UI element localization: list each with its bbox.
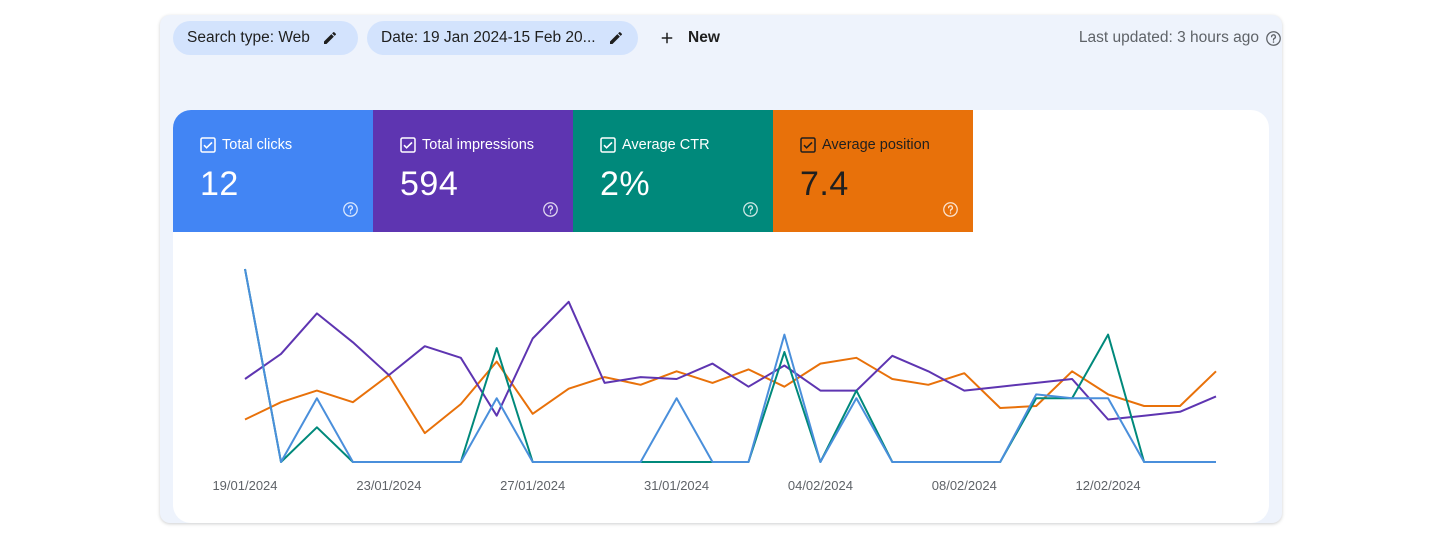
date-filter-chip[interactable]: Date: 19 Jan 2024-15 Feb 20... — [367, 21, 638, 55]
chart-series-layer — [244, 268, 1217, 463]
pencil-icon[interactable] — [322, 30, 338, 46]
help-icon[interactable] — [1265, 30, 1282, 47]
metric-value: 12 — [200, 165, 239, 203]
metric-total-impressions[interactable]: Total impressions 594 — [373, 110, 573, 232]
checkbox-checked-icon[interactable] — [200, 137, 216, 153]
metric-label: Total clicks — [222, 137, 293, 153]
search-type-filter-chip[interactable]: Search type: Web — [173, 21, 358, 55]
metric-label: Total impressions — [422, 137, 535, 153]
new-filter-label: New — [688, 29, 720, 46]
x-tick-label: 08/02/2024 — [932, 478, 997, 493]
plus-icon — [658, 29, 676, 47]
help-icon[interactable] — [742, 201, 759, 218]
help-icon[interactable] — [342, 201, 359, 218]
performance-chart-card: Total clicks 12 Total impressions 594 — [173, 110, 1269, 523]
x-tick-label: 19/01/2024 — [212, 478, 277, 493]
x-tick-label: 23/01/2024 — [356, 478, 421, 493]
series-line-average-position[interactable] — [244, 356, 1217, 435]
new-filter-button[interactable]: New — [658, 21, 720, 55]
metric-value: 2% — [600, 165, 651, 203]
x-tick-label: 04/02/2024 — [788, 478, 853, 493]
last-updated-text: Last updated: 3 hours ago — [1078, 29, 1259, 46]
checkbox-checked-icon[interactable] — [800, 137, 816, 153]
metric-average-position[interactable]: Average position 7.4 — [773, 110, 973, 232]
series-line-average-ctr[interactable] — [244, 268, 1216, 463]
date-filter-label: Date: 19 Jan 2024-15 Feb 20... — [381, 29, 596, 46]
metric-value: 594 — [400, 165, 459, 203]
chart-x-ticks: 19/01/2024 23/01/2024 27/01/2024 31/01/2024… — [212, 478, 1140, 493]
last-updated-status: Last updated: 3 hours ago — [1079, 21, 1282, 55]
x-tick-label: 27/01/2024 — [500, 478, 565, 493]
series-line-total-clicks[interactable] — [244, 268, 1216, 463]
search-type-filter-label: Search type: Web — [187, 29, 310, 46]
metric-label: Average CTR — [622, 137, 710, 153]
metric-average-ctr[interactable]: Average CTR 2% — [573, 110, 773, 232]
pencil-icon[interactable] — [608, 30, 624, 46]
series-line-total-impressions[interactable] — [244, 300, 1217, 421]
help-icon[interactable] — [942, 201, 959, 218]
help-icon[interactable] — [542, 201, 559, 218]
checkbox-checked-icon[interactable] — [600, 137, 616, 153]
x-tick-label: 31/01/2024 — [644, 478, 709, 493]
performance-panel: Search type: Web Date: 19 Jan 2024-15 Fe… — [160, 15, 1282, 523]
checkbox-checked-icon[interactable] — [400, 137, 416, 153]
performance-line-chart[interactable]: 19/01/2024 23/01/2024 27/01/2024 31/01/2024… — [173, 110, 1269, 523]
metric-value: 7.4 — [800, 165, 849, 203]
x-tick-label: 12/02/2024 — [1076, 478, 1141, 493]
metric-label: Average position — [822, 137, 930, 153]
metric-total-clicks[interactable]: Total clicks 12 — [173, 110, 373, 232]
